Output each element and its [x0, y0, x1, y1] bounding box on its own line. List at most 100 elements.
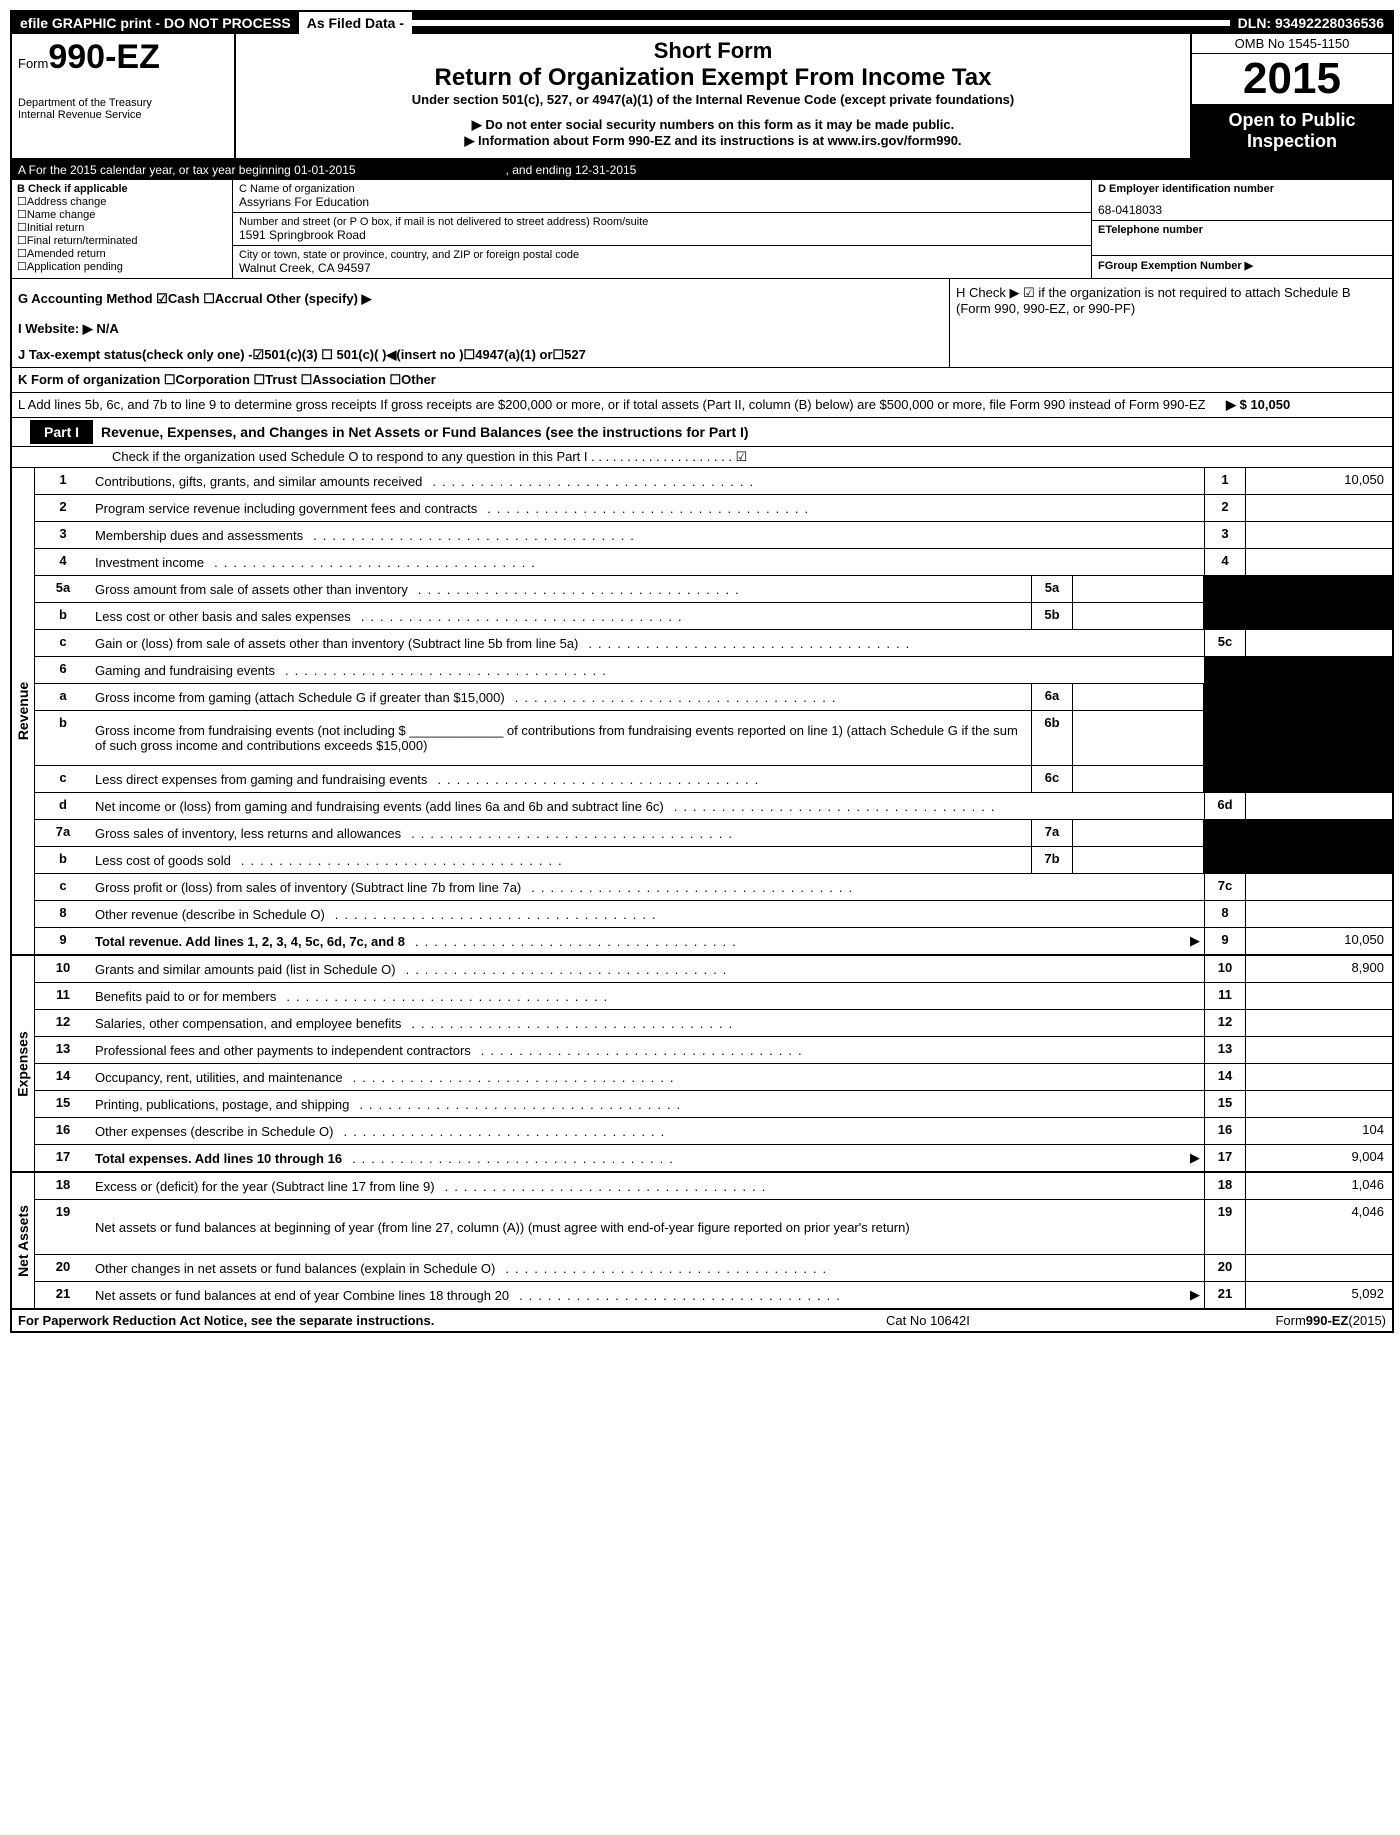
- line-5a: 5aGross amount from sale of assets other…: [35, 576, 1392, 603]
- c-city-label: City or town, state or province, country…: [239, 249, 1085, 261]
- line-number: 14: [35, 1064, 91, 1090]
- right-val: [1245, 684, 1392, 710]
- open-line2: Inspection: [1196, 131, 1388, 152]
- line-b: bLess cost of goods sold................…: [35, 847, 1392, 874]
- c-name-label: C Name of organization: [239, 183, 1085, 195]
- right-val: 10,050: [1245, 928, 1392, 954]
- line-desc: Investment income.......................…: [91, 549, 1204, 575]
- omb-number: OMB No 1545-1150: [1192, 34, 1392, 54]
- line-desc: Total revenue. Add lines 1, 2, 3, 4, 5c,…: [91, 928, 1204, 954]
- line-number: b: [35, 847, 91, 873]
- line-desc: Net income or (loss) from gaming and fun…: [91, 793, 1204, 819]
- line-c: cGain or (loss) from sale of assets othe…: [35, 630, 1392, 657]
- line-number: 1: [35, 468, 91, 494]
- line-desc: Gaming and fundraising events...........…: [91, 657, 1204, 683]
- row-h: H Check ▶ ☑ if the organization is not r…: [949, 279, 1392, 367]
- right-num: 17: [1204, 1145, 1245, 1171]
- row-a-end: , and ending 12-31-2015: [506, 163, 637, 177]
- line-11: 11Benefits paid to or for members.......…: [35, 983, 1392, 1010]
- mid-val: [1073, 684, 1204, 710]
- dln-label: DLN: 93492228036536: [1230, 12, 1392, 34]
- right-val: 9,004: [1245, 1145, 1392, 1171]
- line-4: 4Investment income......................…: [35, 549, 1392, 576]
- right-val: [1245, 522, 1392, 548]
- part1-header: Part I Revenue, Expenses, and Changes in…: [12, 418, 1392, 447]
- b-check-item: ☐Amended return: [17, 247, 227, 260]
- e-phone: ETelephone number: [1092, 221, 1392, 256]
- line-desc: Program service revenue including govern…: [91, 495, 1204, 521]
- line-desc: Grants and similar amounts paid (list in…: [91, 956, 1204, 982]
- header-mid: Short Form Return of Organization Exempt…: [236, 34, 1190, 158]
- line-1: 1Contributions, gifts, grants, and simil…: [35, 468, 1392, 495]
- col-b: B Check if applicable ☐Address change☐Na…: [12, 180, 233, 278]
- f-label: FGroup Exemption Number ▶: [1098, 259, 1386, 272]
- right-val: [1245, 874, 1392, 900]
- mid-num: 5b: [1031, 603, 1073, 629]
- right-val: 104: [1245, 1118, 1392, 1144]
- side-label: Net Assets: [12, 1173, 35, 1308]
- topbar: efile GRAPHIC print - DO NOT PROCESS As …: [12, 12, 1392, 34]
- right-num: 20: [1204, 1255, 1245, 1281]
- e-value: [1098, 236, 1386, 252]
- line-desc: Other expenses (describe in Schedule O).…: [91, 1118, 1204, 1144]
- dept-irs: Internal Revenue Service: [18, 109, 228, 121]
- right-val: [1245, 495, 1392, 521]
- line-number: 9: [35, 928, 91, 954]
- line-desc: Other changes in net assets or fund bala…: [91, 1255, 1204, 1281]
- line-number: 16: [35, 1118, 91, 1144]
- line-d: dNet income or (loss) from gaming and fu…: [35, 793, 1392, 820]
- line-number: 6: [35, 657, 91, 683]
- row-i: I Website: ▶ N/A: [18, 321, 943, 337]
- right-val: 4,046: [1245, 1200, 1392, 1254]
- tax-year: 2015: [1192, 54, 1392, 104]
- line-c: cGross profit or (loss) from sales of in…: [35, 874, 1392, 901]
- right-val: 10,050: [1245, 468, 1392, 494]
- right-val: [1245, 630, 1392, 656]
- line-c: cLess direct expenses from gaming and fu…: [35, 766, 1392, 793]
- right-num: 2: [1204, 495, 1245, 521]
- section-bcdef: B Check if applicable ☐Address change☐Na…: [12, 180, 1392, 279]
- right-val: [1245, 1037, 1392, 1063]
- right-num: [1204, 766, 1245, 792]
- right-val: [1245, 1091, 1392, 1117]
- right-num: 6d: [1204, 793, 1245, 819]
- row-gh: G Accounting Method ☑Cash ☐Accrual Other…: [12, 279, 1392, 368]
- line-a: aGross income from gaming (attach Schedu…: [35, 684, 1392, 711]
- line-number: 17: [35, 1145, 91, 1171]
- right-num: [1204, 657, 1245, 683]
- line-20: 20Other changes in net assets or fund ba…: [35, 1255, 1392, 1282]
- note-info: ▶ Information about Form 990-EZ and its …: [244, 133, 1182, 149]
- right-num: [1204, 576, 1245, 602]
- line-12: 12Salaries, other compensation, and empl…: [35, 1010, 1392, 1037]
- f-group: FGroup Exemption Number ▶: [1092, 256, 1392, 275]
- irs-link[interactable]: www.irs.gov/form990: [828, 133, 958, 148]
- b-check-item: ☐Name change: [17, 208, 227, 221]
- right-num: 7c: [1204, 874, 1245, 900]
- form-990ez-num: 990-EZ: [48, 38, 160, 76]
- right-val: [1245, 603, 1392, 629]
- line-8: 8Other revenue (describe in Schedule O).…: [35, 901, 1392, 928]
- line-14: 14Occupancy, rent, utilities, and mainte…: [35, 1064, 1392, 1091]
- line-7a: 7aGross sales of inventory, less returns…: [35, 820, 1392, 847]
- line-number: 11: [35, 983, 91, 1009]
- mid-val: [1073, 603, 1204, 629]
- line-desc: Gross income from fundraising events (no…: [91, 711, 1031, 765]
- line-b: bGross income from fundraising events (n…: [35, 711, 1392, 766]
- line-desc: Gross sales of inventory, less returns a…: [91, 820, 1031, 846]
- line-21: 21Net assets or fund balances at end of …: [35, 1282, 1392, 1308]
- right-val: 8,900: [1245, 956, 1392, 982]
- line-desc: Professional fees and other payments to …: [91, 1037, 1204, 1063]
- right-num: 9: [1204, 928, 1245, 954]
- right-num: [1204, 684, 1245, 710]
- dept-treasury: Department of the Treasury: [18, 97, 228, 109]
- right-num: [1204, 847, 1245, 873]
- header-right: OMB No 1545-1150 2015 Open to Public Ins…: [1190, 34, 1392, 158]
- right-val: [1245, 1064, 1392, 1090]
- c-city: City or town, state or province, country…: [233, 246, 1091, 278]
- right-val: [1245, 901, 1392, 927]
- subtitle: Under section 501(c), 527, or 4947(a)(1)…: [244, 92, 1182, 107]
- row-k: K Form of organization ☐Corporation ☐Tru…: [12, 368, 1392, 393]
- line-18: 18Excess or (deficit) for the year (Subt…: [35, 1173, 1392, 1200]
- lines-body: 1Contributions, gifts, grants, and simil…: [35, 468, 1392, 954]
- right-num: [1204, 711, 1245, 765]
